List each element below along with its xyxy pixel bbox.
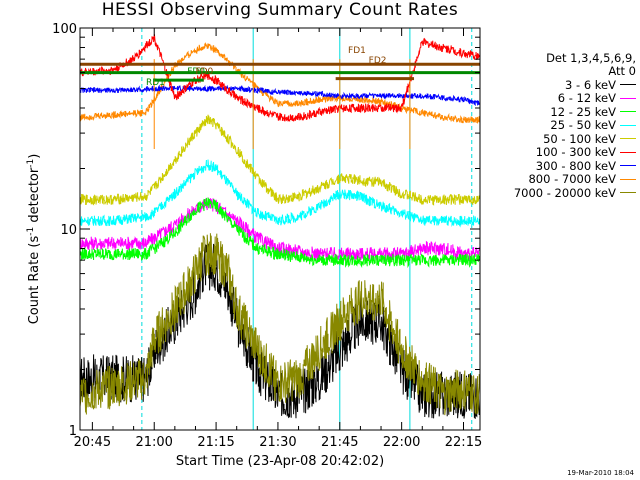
series-line-0 bbox=[80, 243, 480, 419]
y-axis-label-exp-1: -1 bbox=[25, 226, 36, 236]
legend-entry: 25 - 50 keV bbox=[478, 118, 636, 133]
legend-label: 6 - 12 keV bbox=[557, 91, 616, 106]
footer-timestamp: 19-Mar-2010 18:04 bbox=[567, 469, 634, 477]
annotation-3: RD1 bbox=[146, 78, 165, 88]
legend-entry: 50 - 100 keV bbox=[478, 132, 636, 146]
series-line-8 bbox=[80, 233, 480, 416]
legend: Det 1,3,4,5,6,9, Att 0 3 - 6 keV 6 - 12 k… bbox=[478, 52, 636, 200]
legend-entry: 100 - 300 keV bbox=[478, 145, 636, 160]
legend-label: 25 - 50 keV bbox=[550, 118, 616, 133]
y-tick-label-0: 1 bbox=[69, 424, 77, 439]
x-tick-label-2: 21:15 bbox=[197, 435, 234, 450]
y-tick-label-2: 100 bbox=[52, 22, 77, 37]
annotation-2: FD0 bbox=[187, 67, 205, 77]
legend-entry: 300 - 800 keV bbox=[478, 159, 636, 173]
series-line-6 bbox=[80, 84, 480, 107]
annotation-0: FD1 bbox=[348, 46, 366, 56]
annotation-4: FD0 bbox=[195, 67, 213, 77]
legend-label: 12 - 25 keV bbox=[550, 104, 616, 119]
series-line-5 bbox=[80, 34, 480, 122]
series-line-3 bbox=[80, 159, 480, 228]
legend-swatch bbox=[620, 97, 636, 99]
y-tick-label-1: 10 bbox=[60, 223, 77, 238]
legend-label: 7000 - 20000 keV bbox=[513, 185, 616, 200]
y-axis-label-exp-2: -1 bbox=[25, 158, 36, 168]
legend-swatch bbox=[620, 124, 636, 126]
chart-title: HESSI Observing Summary Count Rates bbox=[101, 0, 459, 20]
legend-label: 300 - 800 keV bbox=[535, 158, 616, 173]
x-tick-label-1: 21:00 bbox=[135, 435, 172, 450]
y-axis-label-part-3: ) bbox=[27, 153, 43, 159]
y-axis-label: Count Rate (s-1 detector-1) bbox=[26, 154, 42, 325]
x-tick-label-3: 21:30 bbox=[259, 435, 296, 450]
x-tick-label-4: 21:45 bbox=[321, 435, 358, 450]
legend-entries: 3 - 6 keV 6 - 12 keV 12 - 25 keV 25 - 50 ke… bbox=[478, 78, 636, 200]
x-axis-label: Start Time (23-Apr-08 20:42:02) bbox=[175, 454, 385, 469]
legend-swatch bbox=[620, 84, 636, 86]
x-tick-label-0: 20:45 bbox=[74, 435, 111, 450]
annotation-1: FD2 bbox=[369, 56, 387, 66]
legend-header-line-1: Det 1,3,4,5,6,9, bbox=[546, 51, 636, 65]
series-line-2 bbox=[80, 197, 480, 269]
legend-swatch bbox=[620, 165, 636, 167]
legend-swatch bbox=[620, 192, 636, 194]
legend-label: 800 - 7000 keV bbox=[528, 172, 616, 187]
legend-entry: 6 - 12 keV bbox=[478, 91, 636, 106]
legend-swatch bbox=[620, 151, 636, 153]
legend-entry: 3 - 6 keV bbox=[478, 78, 636, 92]
y-axis-label-part-1: Count Rate (s bbox=[27, 235, 43, 325]
legend-entry: 12 - 25 keV bbox=[478, 105, 636, 119]
y-axis-label-part-2: detector bbox=[27, 167, 43, 227]
legend-entry: 800 - 7000 keV bbox=[478, 172, 636, 187]
legend-entry: 7000 - 20000 keV bbox=[478, 186, 636, 200]
legend-label: 3 - 6 keV bbox=[565, 77, 616, 92]
legend-swatch bbox=[620, 178, 636, 180]
legend-swatch bbox=[620, 111, 636, 113]
series-line-7 bbox=[80, 42, 480, 125]
legend-label: 50 - 100 keV bbox=[543, 131, 616, 146]
x-tick-label-6: 22:15 bbox=[445, 435, 482, 450]
x-tick-label-5: 22:00 bbox=[383, 435, 420, 450]
legend-label: 100 - 300 keV bbox=[535, 145, 616, 160]
series-line-1 bbox=[80, 197, 480, 262]
series-line-4 bbox=[80, 114, 480, 206]
legend-header-line-2: Att 0 bbox=[608, 64, 636, 78]
legend-swatch bbox=[620, 138, 636, 140]
